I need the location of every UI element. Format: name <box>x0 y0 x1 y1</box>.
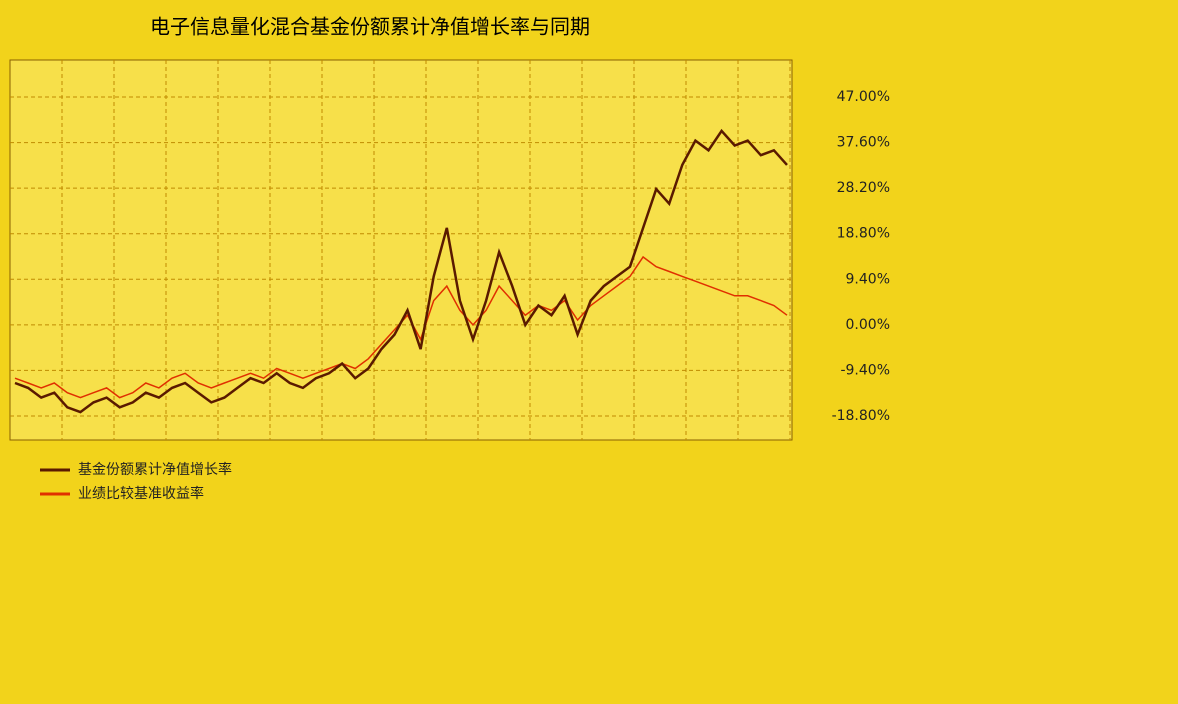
y-tick-label: 0.00% <box>846 317 890 333</box>
y-tick-label: 18.80% <box>837 226 890 242</box>
series-line <box>14 128 788 414</box>
legend-label: 业绩比较基准收益率 <box>78 485 204 502</box>
y-tick-label: 37.60% <box>837 135 890 151</box>
chart-title: 电子信息量化混合基金份额累计净值增长率与同期 <box>150 15 590 39</box>
plot-area <box>9 59 793 441</box>
legend-label: 基金份额累计净值增长率 <box>78 461 232 478</box>
y-tick-label: -18.80% <box>832 408 890 424</box>
y-tick-label: 9.40% <box>846 271 890 287</box>
y-tick-label: 47.00% <box>837 89 890 105</box>
y-tick-label: -9.40% <box>840 362 890 378</box>
y-tick-label: 28.20% <box>837 180 890 196</box>
